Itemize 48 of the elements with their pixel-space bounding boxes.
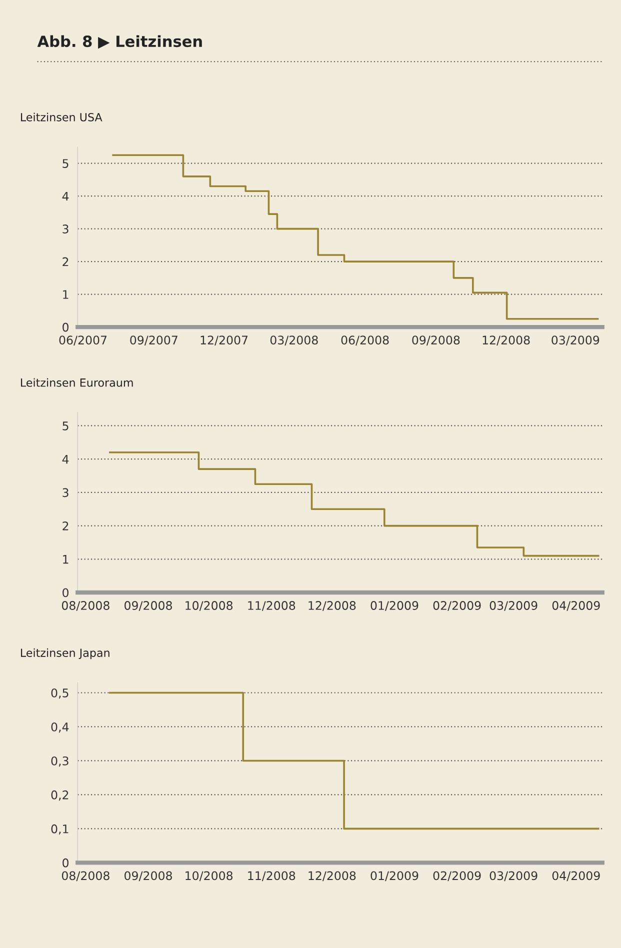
- x-tick-label: 06/2008: [341, 336, 389, 346]
- x-tick-label: 01/2009: [370, 871, 418, 882]
- x-tick-label: 04/2009: [552, 871, 600, 882]
- x-tick-label: 03/2009: [490, 601, 538, 611]
- x-tick-label: 08/2008: [62, 871, 110, 882]
- x-tick-label: 12/2008: [482, 336, 530, 346]
- x-tick-label: 11/2008: [248, 871, 296, 882]
- y-tick-label: 1: [63, 555, 68, 564]
- y-tick-label: 0: [62, 858, 69, 868]
- x-tick-label: 11/2008: [248, 601, 296, 611]
- x-tick-label: 06/2007: [59, 336, 107, 346]
- y-tick-label: 2: [62, 522, 68, 530]
- x-tick-label: 03/2009: [490, 871, 538, 882]
- x-tick-label: 03/2008: [270, 336, 318, 346]
- y-tick-label: 5: [62, 422, 68, 430]
- chart-subtitle: Leitzinsen Japan: [20, 648, 110, 660]
- y-tick-label: 1: [63, 290, 68, 299]
- x-tick-label: 09/2007: [130, 336, 178, 346]
- x-tick-label: 12/2008: [308, 601, 356, 611]
- x-tick-label: 08/2008: [62, 601, 110, 611]
- x-tick-label: 10/2008: [186, 601, 233, 611]
- y-tick-label: 0,3: [51, 756, 68, 767]
- x-tick-label: 12/2007: [200, 336, 248, 346]
- x-tick-label: 03/2009: [552, 336, 600, 346]
- y-tick-label: 3: [62, 488, 68, 498]
- chart-subtitle: Leitzinsen USA: [20, 112, 102, 122]
- y-tick-label: 0,1: [51, 824, 68, 835]
- chart-subtitle: Leitzinsen Euroraum: [20, 378, 133, 387]
- y-tick-label: 2: [62, 257, 68, 266]
- x-tick-label: 10/2008: [186, 871, 233, 882]
- y-tick-label: 0,5: [51, 688, 68, 699]
- x-tick-label: 09/2008: [124, 871, 172, 882]
- x-tick-label: 02/2009: [433, 871, 481, 882]
- y-tick-label: 5: [62, 159, 68, 168]
- y-tick-label: 0: [62, 588, 69, 598]
- y-tick-label: 3: [62, 224, 68, 234]
- chart-title: Abb. 8 ▶ Leitzinsen: [37, 35, 202, 49]
- y-tick-label: 0,2: [51, 790, 68, 801]
- y-tick-label: 4: [62, 454, 69, 464]
- x-tick-label: 09/2008: [412, 336, 460, 346]
- x-tick-label: 12/2008: [308, 871, 356, 882]
- y-tick-label: 4: [62, 192, 69, 201]
- x-tick-label: 01/2009: [370, 601, 418, 611]
- y-tick-label: 0,4: [51, 722, 69, 733]
- y-tick-label: 0: [62, 322, 69, 332]
- x-tick-label: 02/2009: [433, 601, 481, 611]
- x-tick-label: 09/2008: [124, 601, 172, 611]
- x-tick-label: 04/2009: [552, 601, 600, 611]
